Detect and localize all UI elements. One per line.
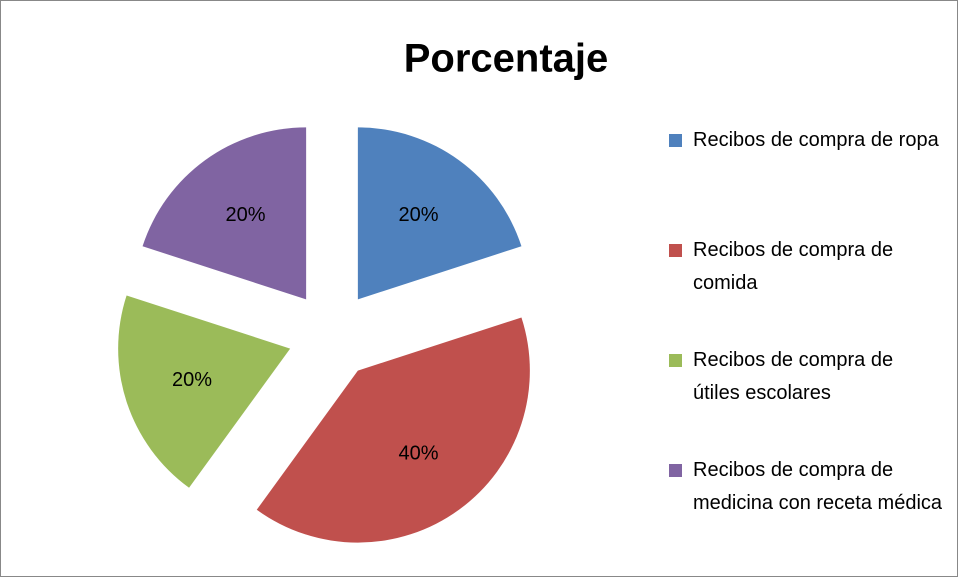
legend-item: Recibos de compra de comida (669, 234, 943, 300)
data-label: 40% (399, 442, 439, 464)
legend-item: Recibos de compra de medicina con receta… (669, 454, 943, 520)
legend-label: Recibos de compra de medicina con receta… (693, 459, 943, 514)
pie-slice (142, 127, 307, 300)
pie-slice (256, 317, 530, 543)
chart-title: Porcentaje (404, 37, 609, 81)
legend-item: Recibos de compra de ropa (669, 124, 943, 157)
legend-label: Recibos de compra de útiles escolares (693, 349, 894, 404)
legend-item: Recibos de compra de útiles escolares (669, 344, 943, 410)
legend-swatch (669, 354, 682, 367)
pie-slice (357, 127, 522, 300)
legend-label: Recibos de compra de ropa (693, 129, 939, 151)
data-label: 20% (399, 204, 439, 226)
legend-label: Recibos de compra de comida (693, 239, 894, 294)
legend-swatch (669, 464, 682, 477)
data-label: 20% (172, 369, 212, 391)
legend-swatch (669, 244, 682, 257)
legend-swatch (669, 134, 682, 147)
data-label: 20% (225, 204, 265, 226)
pie-slice (118, 295, 291, 488)
